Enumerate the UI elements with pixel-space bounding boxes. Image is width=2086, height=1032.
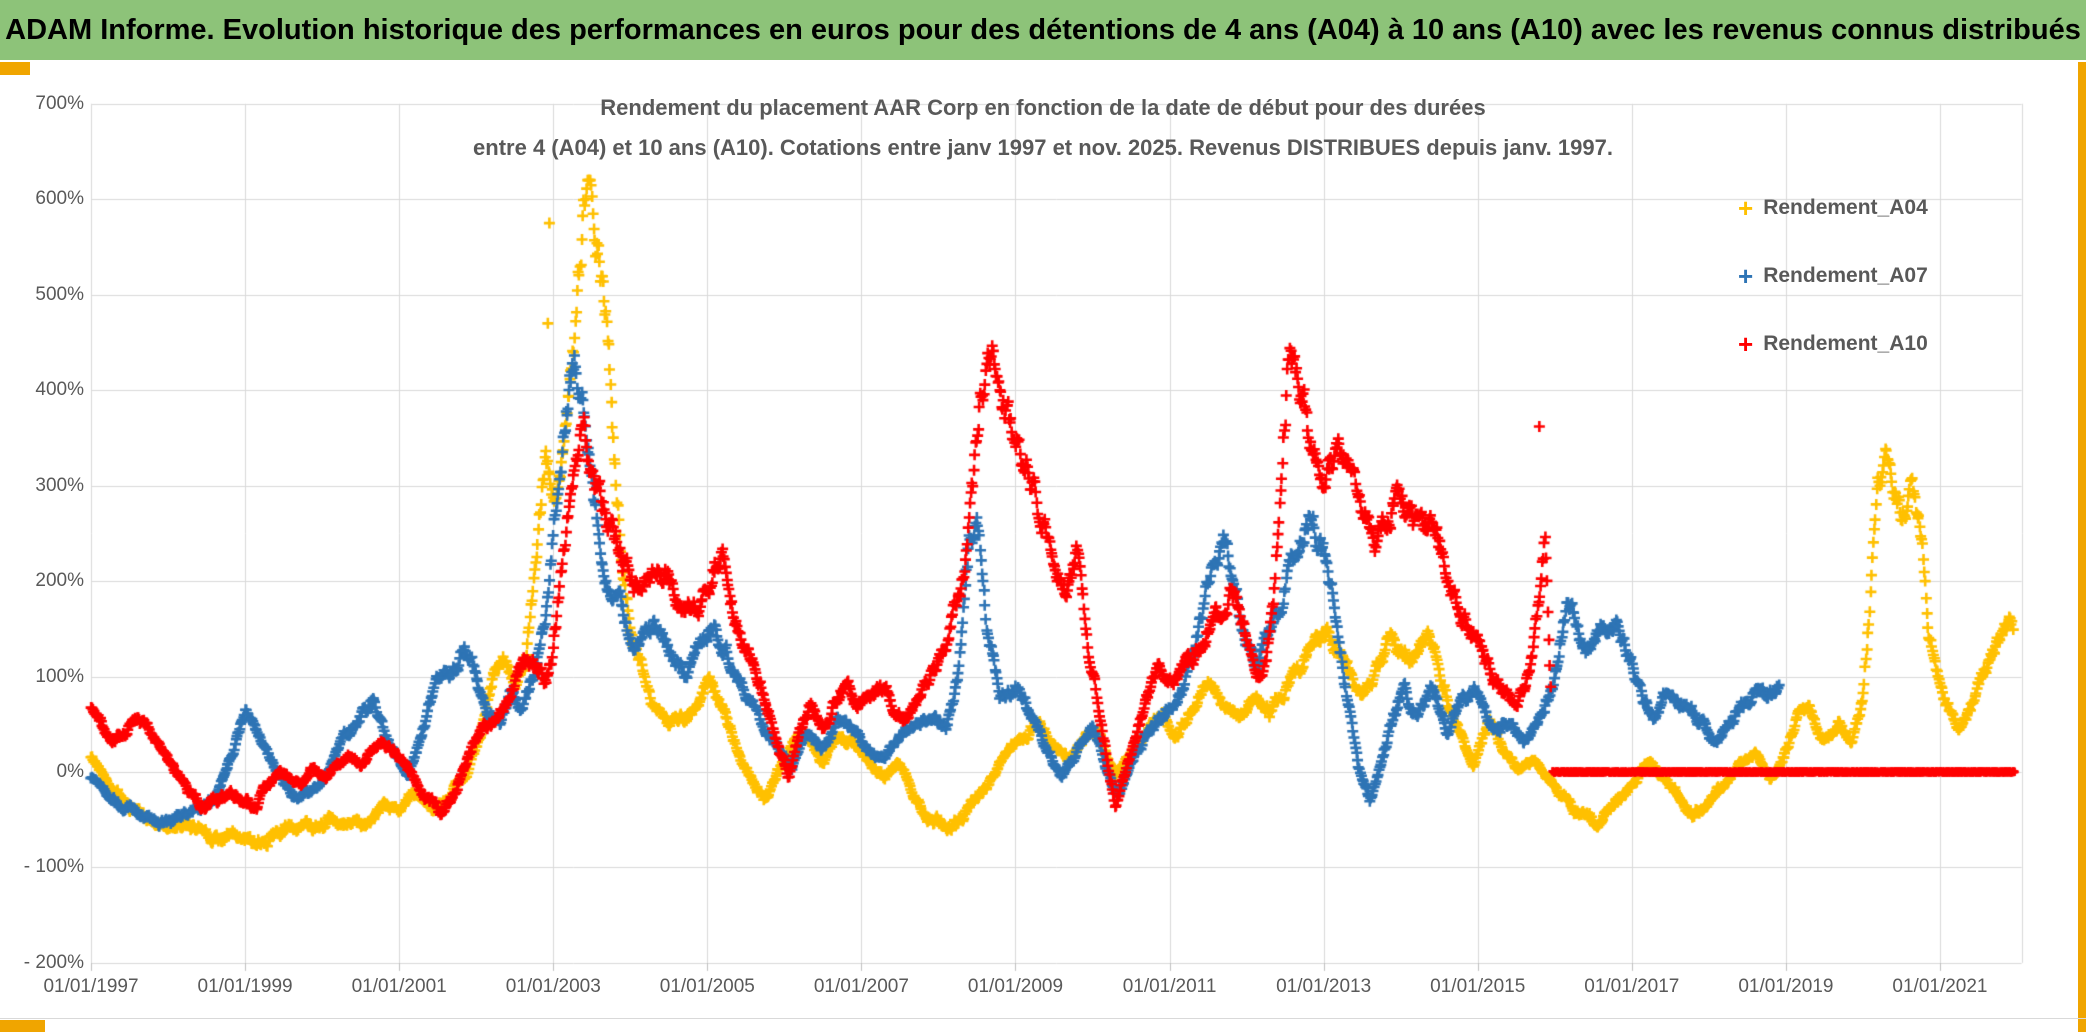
x-tick-label: 01/01/2009 xyxy=(967,975,1064,997)
x-tick-label: 01/01/2013 xyxy=(1276,975,1372,997)
legend-label: Rendement_A04 xyxy=(1763,196,1928,219)
chart-legend: + Rendement_A04 + Rendement_A07 + Rendem… xyxy=(1738,193,1928,359)
x-tick-label: 01/01/2019 xyxy=(1738,975,1834,997)
legend-label: Rendement_A10 xyxy=(1763,332,1928,355)
header-bar: ADAM Informe. Evolution historique des p… xyxy=(0,0,2086,60)
x-tick-label: 01/01/1999 xyxy=(197,975,293,997)
x-tick-label: 01/01/2001 xyxy=(351,975,447,997)
y-tick-label: 700% xyxy=(35,92,84,114)
gold-accent-tab xyxy=(0,62,30,75)
gold-accent-strip-right xyxy=(2078,62,2086,1032)
y-tick-label: 600% xyxy=(35,188,84,210)
y-tick-label: 500% xyxy=(35,283,84,305)
y-tick-label: 300% xyxy=(35,474,84,496)
x-tick-label: 01/01/2005 xyxy=(659,975,755,997)
y-tick-label: - 200% xyxy=(23,951,84,973)
bottom-divider xyxy=(0,1018,2086,1019)
x-tick-label: 01/01/2003 xyxy=(505,975,601,997)
x-tick-label: 01/01/2011 xyxy=(1122,975,1217,997)
y-tick-label: 0% xyxy=(56,761,84,782)
x-tick-label: 01/01/2015 xyxy=(1430,975,1526,997)
page-title: ADAM Informe. Evolution historique des p… xyxy=(5,13,2081,46)
y-tick-label: - 100% xyxy=(23,856,84,878)
legend-item-rendement-a10[interactable]: + Rendement_A10 xyxy=(1738,329,1928,359)
x-tick-label: 01/01/1997 xyxy=(43,975,139,997)
y-tick-label: 200% xyxy=(35,570,84,592)
gold-accent-block-bottom xyxy=(0,1020,45,1032)
legend-item-rendement-a07[interactable]: + Rendement_A07 xyxy=(1738,261,1928,291)
x-tick-label: 01/01/2017 xyxy=(1584,975,1680,997)
x-tick-label: 01/01/2021 xyxy=(1892,975,1988,997)
legend-item-rendement-a04[interactable]: + Rendement_A04 xyxy=(1738,193,1928,223)
legend-label: Rendement_A07 xyxy=(1763,264,1928,287)
y-tick-label: 100% xyxy=(35,665,84,687)
x-tick-label: 01/01/2007 xyxy=(813,975,909,997)
plus-marker-icon: + xyxy=(1738,261,1754,291)
plus-marker-icon: + xyxy=(1738,193,1754,223)
plus-marker-icon: + xyxy=(1738,329,1754,359)
y-tick-label: 400% xyxy=(35,379,84,401)
